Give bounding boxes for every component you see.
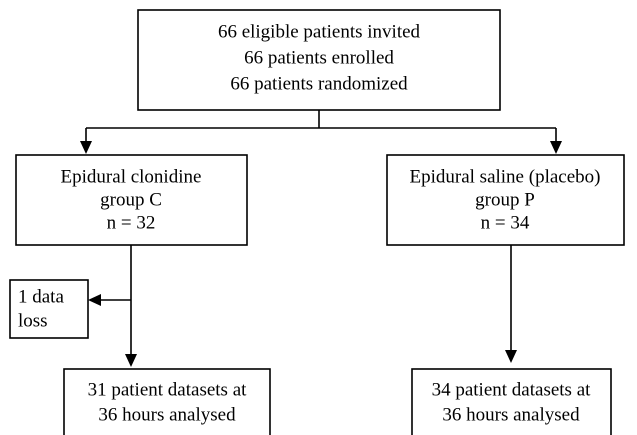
box-text: group P: [475, 189, 535, 210]
box-text: n = 34: [481, 212, 530, 233]
arrow-head: [550, 141, 562, 154]
arrow-head: [125, 354, 137, 367]
box-text: 36 hours analysed: [98, 404, 236, 425]
box: [411, 368, 612, 435]
box-text: 31 patient datasets at: [88, 379, 248, 400]
box: [386, 154, 625, 246]
box-text: 66 patients enrolled: [244, 47, 394, 68]
box-text: 34 patient datasets at: [432, 379, 592, 400]
arrow-head: [88, 294, 101, 306]
box-text: 66 patients randomized: [230, 73, 408, 94]
arrow-head: [505, 350, 517, 363]
box-text: n = 32: [107, 212, 156, 233]
box-text: 1 data: [18, 286, 64, 307]
box-text: loss: [18, 310, 48, 331]
box-text: group C: [100, 189, 162, 210]
box: [9, 279, 89, 339]
box-text: Epidural saline (placebo): [410, 166, 601, 187]
box: [63, 368, 271, 435]
box: [137, 9, 501, 111]
arrow-head: [80, 141, 92, 154]
box-text: 66 eligible patients invited: [218, 21, 421, 42]
box-text: 36 hours analysed: [442, 404, 580, 425]
box-text: Epidural clonidine: [61, 166, 202, 187]
box: [15, 154, 248, 246]
